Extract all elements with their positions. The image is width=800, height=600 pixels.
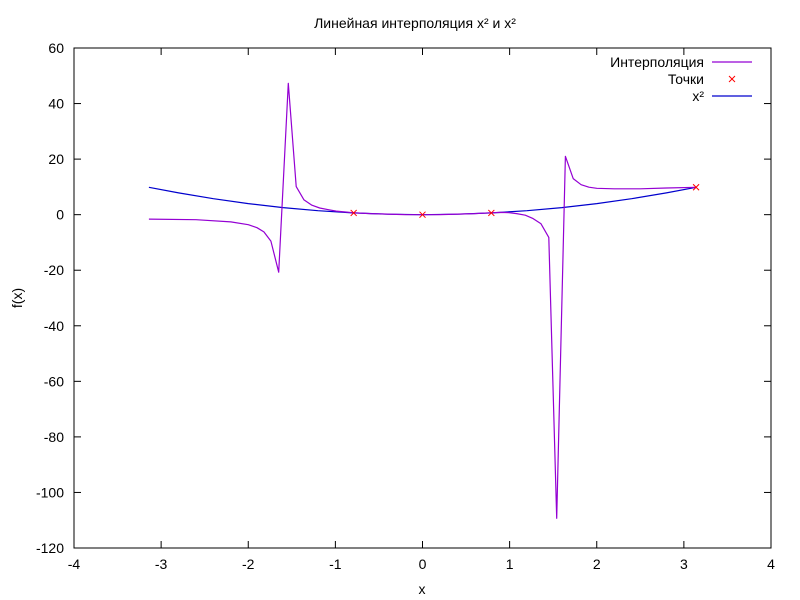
x-tick-label: -2 — [242, 556, 255, 572]
plot-frame — [73, 47, 772, 549]
data-point — [692, 183, 700, 191]
y-tick-label: 40 — [48, 96, 64, 112]
series-line-2 — [148, 186, 697, 216]
y-tick-label: 20 — [48, 151, 64, 167]
y-axis: -120 -100 -80 -60 -40 -20 0 20 40 60 — [36, 40, 771, 556]
y-tick-label: 0 — [56, 207, 64, 223]
x-tick-label: 0 — [419, 556, 427, 572]
y-tick-label: -100 — [36, 484, 64, 500]
data-point — [419, 211, 426, 219]
series-line-0 — [148, 82, 697, 519]
legend-label: x² — [692, 88, 704, 104]
chart-title: Линейная интерполяция x² и x² — [314, 15, 516, 31]
x-axis: -4 -3 -2 -1 0 1 2 3 4 — [68, 48, 775, 572]
data-point — [487, 209, 495, 217]
x-tick-label: -1 — [329, 556, 342, 572]
y-tick-label: -80 — [44, 429, 64, 445]
x-tick-label: 4 — [767, 556, 775, 572]
x-tick-label: -4 — [68, 556, 81, 572]
y-tick-label: -20 — [44, 262, 64, 278]
y-tick-label: -120 — [36, 540, 64, 556]
legend-label: Точки — [668, 71, 704, 87]
y-axis-title: f(x) — [9, 288, 25, 308]
series-layer — [148, 82, 700, 519]
x-tick-label: -3 — [155, 556, 168, 572]
x-axis-title: x — [419, 581, 426, 597]
y-tick-label: -60 — [44, 373, 64, 389]
data-point — [350, 209, 358, 217]
x-tick-label: 2 — [593, 556, 601, 572]
legend-swatch-point — [728, 75, 736, 83]
x-tick-label: 3 — [680, 556, 688, 572]
y-tick-label: -40 — [44, 318, 64, 334]
x-tick-label: 1 — [506, 556, 514, 572]
y-tick-label: 60 — [48, 40, 64, 56]
legend-label: Интерполяция — [610, 54, 704, 70]
